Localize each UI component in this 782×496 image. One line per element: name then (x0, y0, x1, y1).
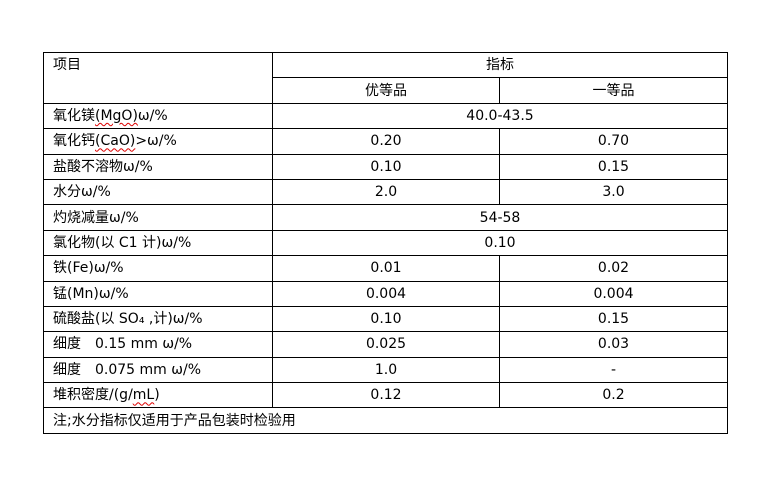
superior-value: 1.0 (272, 356, 500, 384)
header-indicator: 指标 (272, 51, 728, 79)
row-label: 氧化钙(CaO)>ω/% (43, 128, 273, 155)
first-value: 0.15 (499, 153, 728, 180)
table-row: 细度 0.15 mm ω/% 0.025 0.03 (43, 331, 728, 358)
superior-value: 0.10 (272, 153, 500, 180)
label-text: 堆积密度/(g/ (53, 387, 133, 404)
superior-value: 0.025 (272, 331, 500, 358)
table-row: 细度 0.075 mm ω/% 1.0 - (43, 356, 728, 384)
specification-table: 项目 指标 优等品 一等品 氧化镁(MgO)ω/% 40.0-43.5 氧化钙(… (43, 51, 728, 434)
row-label: 堆积密度/(g/mL) (43, 382, 273, 409)
first-value: 0.02 (499, 255, 728, 282)
superior-value: 0.01 (272, 255, 500, 282)
header-superior: 优等品 (272, 77, 500, 104)
row-label: 细度 0.075 mm ω/% (43, 356, 273, 384)
row-label: 氧化镁(MgO)ω/% (43, 102, 273, 130)
superior-value: 0.004 (272, 280, 500, 307)
table-row: 堆积密度/(g/mL) 0.12 0.2 (43, 382, 728, 409)
header-first: 一等品 (499, 77, 728, 104)
row-label: 水分ω/% (43, 178, 273, 206)
first-value: 0.70 (499, 128, 728, 155)
superior-value: 0.20 (272, 128, 500, 155)
table-row: 灼烧减量ω/% 54-58 (43, 204, 728, 231)
table-row: 盐酸不溶物ω/% 0.10 0.15 (43, 153, 728, 180)
table-row: 锰(Mn)ω/% 0.004 0.004 (43, 280, 728, 307)
label-formula: (CaO) (95, 133, 136, 150)
header-grade-row: 优等品 一等品 (44, 77, 728, 104)
table-row: 硫酸盐(以 SO₄ ,计)ω/% 0.10 0.15 (43, 305, 728, 333)
header-row: 项目 指标 (43, 51, 728, 104)
row-label: 细度 0.15 mm ω/% (43, 331, 273, 358)
merged-value: 0.10 (272, 229, 728, 257)
first-value: 0.03 (499, 331, 728, 358)
label-formula: (MgO) (95, 107, 138, 124)
row-label: 盐酸不溶物ω/% (43, 153, 273, 180)
label-unit-ml: mL (132, 387, 155, 404)
superior-value: 0.12 (272, 382, 500, 409)
superior-value: 2.0 (272, 178, 500, 206)
note: 注;水分指标仅适用于产品包装时检验用 (43, 407, 728, 434)
table-row: 氧化钙(CaO)>ω/% 0.20 0.70 (43, 128, 728, 155)
first-value: 0.15 (499, 305, 728, 333)
table-row: 氧化镁(MgO)ω/% 40.0-43.5 (43, 102, 728, 130)
first-value: 0.2 (499, 382, 728, 409)
label-unit: ω/% (137, 107, 168, 124)
row-label: 灼烧减量ω/% (43, 204, 273, 231)
first-value: 3.0 (499, 178, 728, 206)
label-close: ) (154, 387, 160, 404)
label-text: 氧化钙 (53, 133, 95, 150)
row-label: 锰(Mn)ω/% (43, 280, 273, 307)
table-row: 氯化物(以 C1 计)ω/% 0.10 (43, 229, 728, 257)
label-text: 氧化镁 (53, 107, 95, 124)
first-value: - (499, 356, 728, 384)
table-row: 水分ω/% 2.0 3.0 (43, 178, 728, 206)
first-value: 0.004 (499, 280, 728, 307)
merged-value: 40.0-43.5 (272, 102, 728, 130)
row-label: 氯化物(以 C1 计)ω/% (43, 229, 273, 257)
header-item: 项目 (43, 52, 273, 104)
row-label: 铁(Fe)ω/% (43, 255, 273, 282)
note-row: 注;水分指标仅适用于产品包装时检验用 (43, 407, 728, 434)
label-unit: >ω/% (135, 133, 177, 150)
table-row: 铁(Fe)ω/% 0.01 0.02 (43, 255, 728, 282)
superior-value: 0.10 (272, 305, 500, 333)
row-label: 硫酸盐(以 SO₄ ,计)ω/% (43, 305, 273, 333)
merged-value: 54-58 (272, 204, 728, 231)
